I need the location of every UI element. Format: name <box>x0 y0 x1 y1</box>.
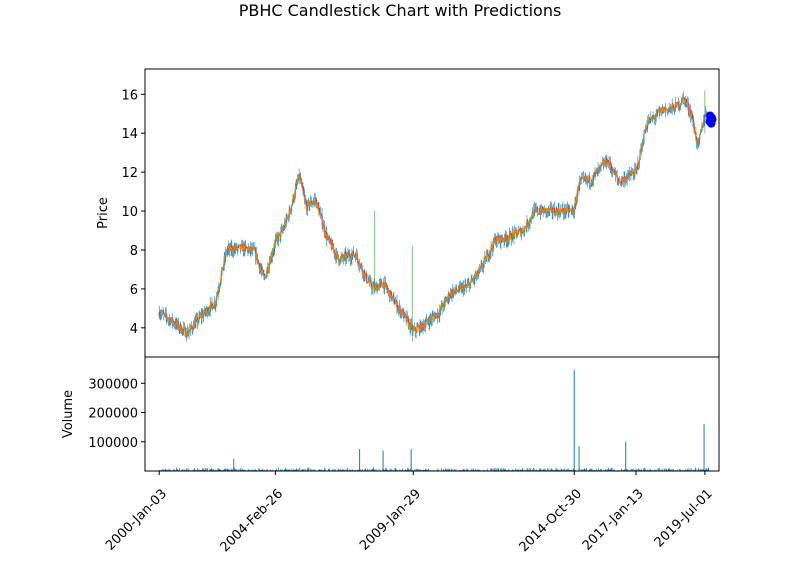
x-tick-label: 2014-Oct-30 <box>517 487 585 555</box>
price-y-tick-label: 4 <box>130 322 138 337</box>
x-tick-label: 2009-Jan-29 <box>357 487 424 554</box>
price-y-tick-label: 16 <box>121 88 138 103</box>
volume-y-tick-label: 200000 <box>88 407 138 422</box>
close-line <box>158 96 710 338</box>
x-tick-label: 2019-Jul-01 <box>652 487 716 551</box>
x-tick-label: 2004-Feb-26 <box>218 487 287 556</box>
volume-y-tick-label: 100000 <box>88 436 138 451</box>
price-y-tick-label: 10 <box>121 205 138 220</box>
x-tick-label: 2000-Jan-03 <box>103 487 170 554</box>
price-marks <box>158 90 717 342</box>
chart-title: PBHC Candlestick Chart with Predictions <box>239 1 562 20</box>
volume-panel-frame <box>144 356 720 472</box>
volume-panel: 100000 200000 300000 Volume <box>61 356 720 472</box>
volume-axis-label: Volume <box>61 390 76 438</box>
price-y-tick-label: 14 <box>121 127 138 142</box>
price-y-ticks: 4 6 8 10 12 14 16 <box>121 88 145 337</box>
volume-y-tick-label: 300000 <box>88 377 138 392</box>
prediction-marker <box>708 115 717 124</box>
volume-bars <box>158 370 710 471</box>
x-axis-ticks: 2000-Jan-03 2004-Feb-26 2009-Jan-29 2014-Oc… <box>103 471 716 555</box>
price-y-tick-label: 6 <box>130 283 138 298</box>
price-axis-label: Price <box>96 197 111 229</box>
price-panel: 4 6 8 10 12 14 16 Price <box>96 68 720 358</box>
volume-y-ticks: 100000 200000 300000 <box>88 377 145 451</box>
price-y-tick-label: 8 <box>130 244 138 259</box>
price-y-tick-label: 12 <box>121 166 138 181</box>
x-tick-label: 2017-Jan-13 <box>580 487 647 554</box>
